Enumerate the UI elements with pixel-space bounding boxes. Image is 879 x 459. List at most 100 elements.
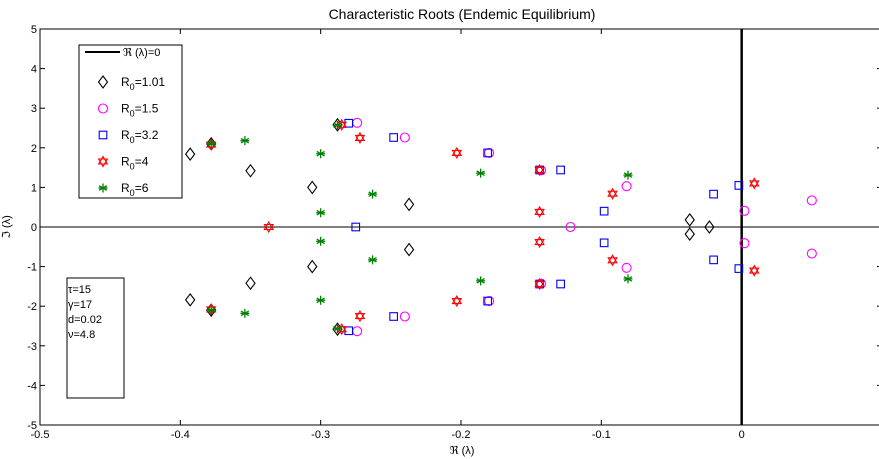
data-point — [316, 149, 326, 159]
parameter-box-frame — [66, 277, 125, 399]
data-point — [206, 305, 216, 315]
legend: ℜ (λ)=0 R0=1.01 R0=1.5 R0=3.2 R0=4 R0=6 — [78, 44, 183, 199]
y-tick-label: 5 — [31, 24, 37, 36]
data-point — [399, 132, 410, 143]
data-point — [389, 133, 398, 142]
series-circle — [352, 117, 817, 337]
x-axis-ticks: -0.5 -0.4 -0.3 -0.2 -0.1 0 — [31, 29, 745, 441]
legend-marker — [98, 130, 108, 140]
data-point — [565, 221, 576, 233]
data-markers — [184, 117, 817, 337]
y-tick-label: 4 — [31, 64, 37, 76]
data-point — [451, 146, 463, 160]
data-point — [240, 308, 250, 318]
data-point — [534, 277, 545, 291]
param-d: d=0.02 — [68, 314, 102, 326]
y-tick-label: 1 — [31, 182, 37, 194]
data-point — [354, 131, 366, 144]
y-tick-label: 3 — [31, 103, 37, 115]
data-point — [599, 206, 609, 216]
data-point — [739, 205, 750, 216]
data-point — [316, 295, 326, 305]
data-point — [534, 235, 545, 249]
data-point — [389, 312, 398, 321]
data-point — [709, 255, 718, 265]
data-point — [535, 279, 544, 289]
legend-marker — [97, 75, 109, 89]
data-point — [684, 212, 695, 227]
data-point — [534, 205, 545, 219]
data-point — [206, 139, 216, 149]
data-point — [623, 274, 633, 284]
chart-title: Characteristic Roots (Endemic Equilibriu… — [329, 6, 596, 22]
data-point — [535, 165, 544, 175]
x-axis-label: ℜ (λ) — [450, 445, 475, 457]
data-point — [352, 326, 363, 337]
series-asterisk — [206, 120, 633, 334]
y-tick-label: -3 — [27, 341, 37, 353]
data-point — [556, 279, 565, 289]
data-point — [607, 254, 618, 267]
legend-marker — [97, 155, 109, 168]
x-tick-label: -0.4 — [171, 429, 190, 441]
data-point — [354, 310, 366, 323]
param-nu: ν=4.8 — [68, 329, 95, 341]
y-tick-label: -5 — [27, 420, 37, 432]
legend-label: R0=4 — [121, 155, 149, 172]
series-square — [344, 118, 744, 336]
data-point — [484, 296, 495, 307]
data-point — [806, 195, 817, 206]
data-point — [483, 296, 493, 306]
data-point — [245, 276, 256, 291]
y-tick-label: -4 — [27, 380, 37, 392]
data-point — [623, 170, 633, 180]
data-point — [476, 168, 486, 178]
data-point — [709, 189, 718, 199]
data-point — [534, 163, 545, 177]
param-tau: τ=15 — [68, 284, 91, 296]
data-point — [684, 227, 695, 242]
data-point — [403, 242, 415, 257]
data-point — [352, 117, 363, 128]
x-tick-label: -0.2 — [452, 429, 471, 441]
legend-marker — [98, 183, 108, 193]
x-tick-label: -0.5 — [31, 429, 50, 441]
legend-label: R0=3.2 — [121, 128, 159, 145]
data-point — [806, 248, 817, 259]
data-point — [621, 262, 632, 273]
data-point — [351, 222, 361, 232]
param-gamma: γ=17 — [68, 299, 92, 311]
data-point — [316, 208, 326, 218]
data-point — [307, 180, 318, 195]
legend-label: R0=1.01 — [121, 75, 165, 92]
data-point — [184, 147, 196, 162]
x-tick-label: -0.1 — [592, 429, 611, 441]
data-point — [599, 238, 609, 248]
data-point — [476, 276, 486, 286]
data-point — [451, 294, 463, 308]
legend-label-reference-line: ℜ (λ)=0 — [123, 47, 160, 59]
data-point — [483, 148, 493, 158]
data-point — [556, 165, 565, 175]
data-point — [399, 311, 410, 322]
data-point — [245, 163, 256, 178]
data-point — [240, 136, 250, 146]
x-tick-label: 0 — [739, 429, 745, 441]
data-point — [368, 189, 378, 199]
y-tick-label: -2 — [27, 301, 37, 313]
data-point — [749, 264, 760, 277]
data-point — [403, 197, 415, 212]
y-tick-label: 2 — [31, 143, 37, 155]
y-axis-ticks: -5 -4 -3 -2 -1 0 1 2 3 4 5 — [27, 24, 879, 432]
data-point — [333, 324, 343, 334]
data-point — [333, 120, 343, 130]
y-axis-label: ℑ (λ) — [1, 215, 13, 239]
data-point — [484, 147, 495, 158]
data-point — [704, 220, 715, 234]
legend-box — [78, 44, 183, 199]
data-point — [607, 187, 618, 200]
data-point — [184, 292, 196, 307]
data-point — [368, 255, 378, 265]
data-point — [307, 259, 318, 274]
